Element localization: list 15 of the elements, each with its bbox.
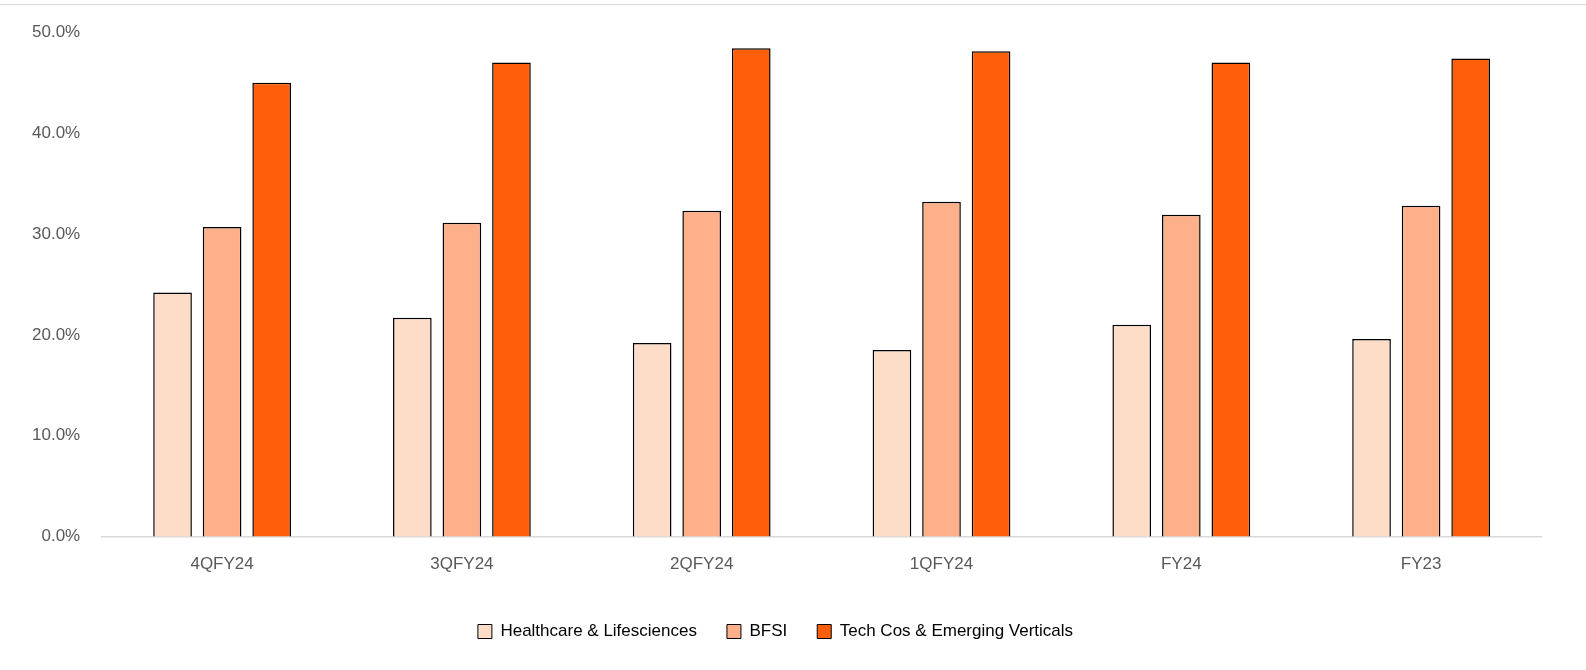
- y-tick-label: 40.0%: [32, 122, 81, 142]
- x-tick-label: 1QFY24: [909, 554, 974, 574]
- y-tick-label: 0.0%: [41, 526, 81, 546]
- y-tick-label: 20.0%: [32, 324, 81, 344]
- x-tick-label: 2QFY24: [670, 554, 734, 574]
- x-tick-label: 3QFY24: [430, 554, 494, 574]
- y-tick-label: 50.0%: [32, 21, 81, 41]
- y-tick-label: 10.0%: [32, 425, 81, 445]
- y-tick-label: 30.0%: [32, 223, 81, 243]
- x-tick-label: 4QFY24: [190, 554, 254, 574]
- legend-label: Tech Cos & Emerging Verticals: [839, 621, 1074, 641]
- x-tick-label: FY23: [1400, 554, 1442, 574]
- x-tick-label: FY24: [1160, 554, 1202, 574]
- legend-label: BFSI: [749, 621, 788, 641]
- legend-label: Healthcare & Lifesciences: [500, 621, 697, 641]
